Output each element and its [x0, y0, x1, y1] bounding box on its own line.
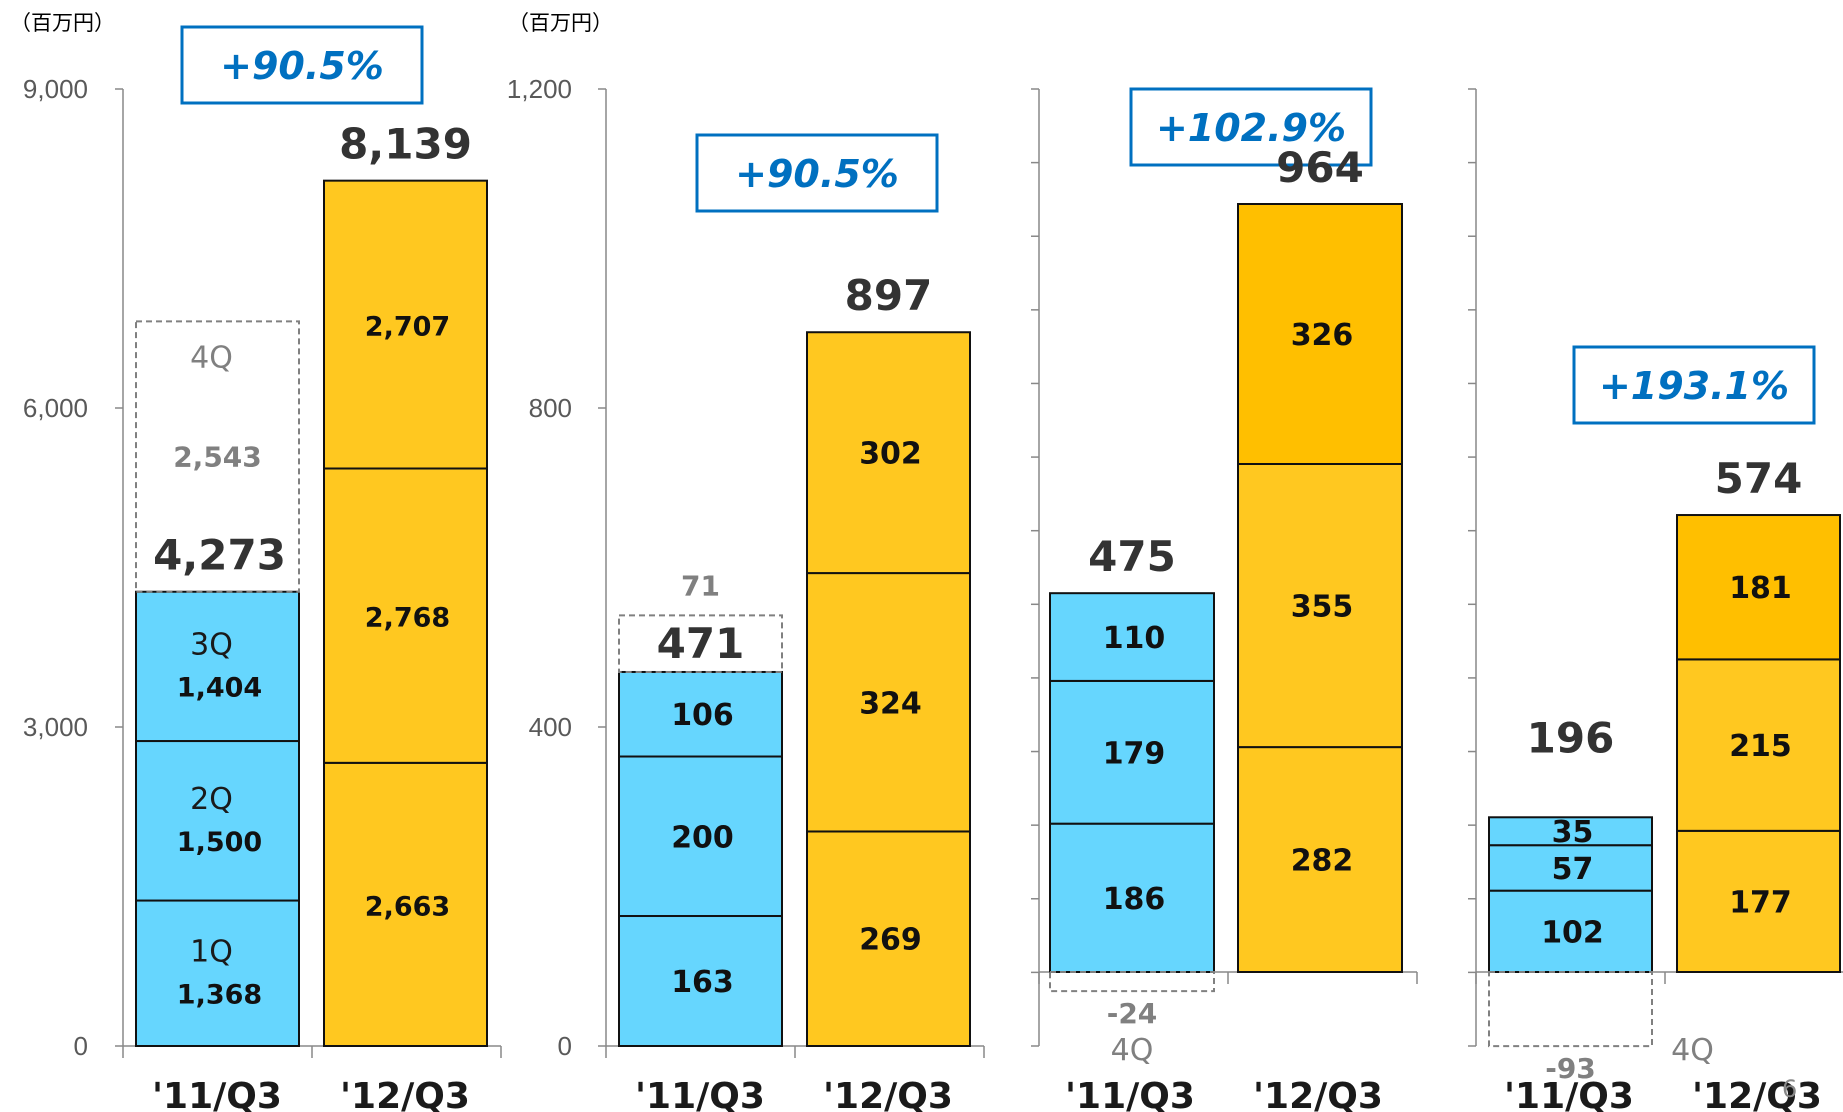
projection-quarter-label: 4Q [190, 340, 233, 375]
segment-value-label: 326 [1291, 318, 1354, 353]
segment-value-label: 110 [1103, 621, 1166, 656]
category-label: '11/Q3 [1504, 1076, 1634, 1112]
unit-label: （百万円） [10, 11, 115, 35]
y-tick-label: 3,000 [23, 712, 88, 742]
bar-segment [1049, 679, 1215, 825]
segment-value-label: 35 [1552, 815, 1594, 850]
segment-value-label: 269 [859, 923, 922, 958]
category-label: '11/Q3 [635, 1076, 765, 1112]
projection-outline [618, 614, 783, 673]
projection-value-label: -93 [1545, 1052, 1596, 1085]
bar-total-label: 964 [1276, 143, 1364, 192]
bar-segment [1237, 462, 1403, 749]
segment-value-label: 1,368 [177, 979, 262, 1010]
quarter-label: 3Q [190, 627, 233, 662]
bar-segment [323, 179, 488, 470]
bar-total-label: 8,139 [339, 120, 472, 169]
segment-value-label: 181 [1729, 571, 1792, 606]
bar-segment [618, 915, 783, 1047]
bar-segment [1049, 592, 1215, 682]
segment-value-label: 355 [1291, 590, 1354, 625]
bar-segment [1676, 514, 1841, 661]
bars-layer [135, 25, 1841, 1048]
segment-value-label: 2,663 [365, 891, 450, 922]
category-label: '12/Q3 [340, 1076, 470, 1112]
bar-segment [806, 572, 971, 833]
projection-quarter-label: 4Q [1111, 1033, 1154, 1068]
bar-segment [135, 899, 300, 1048]
segment-value-label: 163 [671, 965, 734, 1000]
segment-value-label: 102 [1541, 915, 1604, 950]
y-tick-label: 9,000 [23, 74, 88, 104]
bar-segment [806, 331, 971, 575]
projection-value-label: 2,543 [173, 441, 262, 474]
quarter-label: 2Q [190, 782, 233, 817]
projection-outline [135, 320, 300, 593]
bar-segment [135, 590, 300, 743]
category-label: '12/Q3 [823, 1076, 953, 1112]
growth-label: +193.1% [1599, 364, 1789, 408]
segment-value-label: 282 [1291, 844, 1354, 879]
projection-quarter-label: 4Q [1671, 1033, 1714, 1068]
segment-value-label: 2,707 [365, 312, 450, 343]
projection-outline [1049, 971, 1215, 993]
segment-value-label: 302 [859, 437, 922, 472]
growth-label: +90.5% [735, 152, 899, 196]
growth-label: +102.9% [1156, 106, 1346, 150]
bar-segment [135, 740, 300, 902]
y-tick-label: 0 [558, 1031, 572, 1061]
segment-value-label: 200 [671, 820, 734, 855]
y-tick-label: 800 [529, 393, 572, 423]
page-number: 6 [1782, 1075, 1798, 1103]
bar-segment [806, 830, 971, 1047]
growth-label: +90.5% [220, 44, 384, 88]
bar-segment [1237, 746, 1403, 973]
segment-value-label: 177 [1729, 885, 1792, 920]
unit-label: （百万円） [508, 11, 613, 35]
segment-value-label: 324 [859, 686, 922, 721]
category-label: '11/Q3 [1065, 1076, 1195, 1112]
bar-total-label: 897 [845, 271, 933, 320]
y-tick-label: 6,000 [23, 393, 88, 423]
segment-value-label: 57 [1552, 852, 1594, 887]
bar-total-label: 475 [1088, 532, 1176, 581]
segment-value-label: 1,500 [177, 827, 262, 858]
segment-value-label: 2,768 [365, 603, 450, 634]
growth-box [1572, 345, 1816, 425]
bar-total-label: 196 [1527, 713, 1615, 762]
projection-outline [1488, 971, 1653, 1048]
bar-total-label: 4,273 [153, 531, 286, 580]
bar-segment [323, 761, 488, 1048]
growth-box [180, 25, 424, 105]
segment-value-label: 179 [1103, 736, 1166, 771]
bar-segment [618, 755, 783, 918]
segment-value-label: 106 [671, 698, 734, 733]
growth-box [695, 133, 939, 213]
segment-value-label: 215 [1729, 729, 1792, 764]
segment-value-label: 186 [1103, 882, 1166, 917]
bar-segment [1049, 822, 1215, 973]
projection-value-label: -24 [1107, 997, 1158, 1030]
category-label: '12/Q3 [1253, 1076, 1383, 1112]
segment-value-label: 1,404 [177, 672, 262, 703]
bar-segment [1237, 203, 1403, 465]
y-tick-label: 1,200 [507, 74, 572, 104]
projection-value-label: 71 [681, 569, 720, 602]
category-label: '11/Q3 [152, 1076, 282, 1112]
y-tick-label: 0 [74, 1031, 88, 1061]
labels-layer: 0 3,000 6,000 9,000 （百万円） +90.5% 1Q 1,368 2Q 1,50… [10, 11, 1822, 1112]
bar-segment [1488, 844, 1653, 892]
bar-segment [1676, 829, 1841, 974]
bar-segment [323, 467, 488, 764]
y-tick-label: 400 [529, 712, 572, 742]
quarter-label: 1Q [190, 934, 233, 969]
bar-total-label: 471 [657, 619, 745, 668]
bar-total-label: 574 [1715, 454, 1803, 503]
bar-segment [1488, 816, 1653, 847]
growth-box [1129, 87, 1373, 167]
category-label: '12/Q3 [1692, 1076, 1822, 1112]
